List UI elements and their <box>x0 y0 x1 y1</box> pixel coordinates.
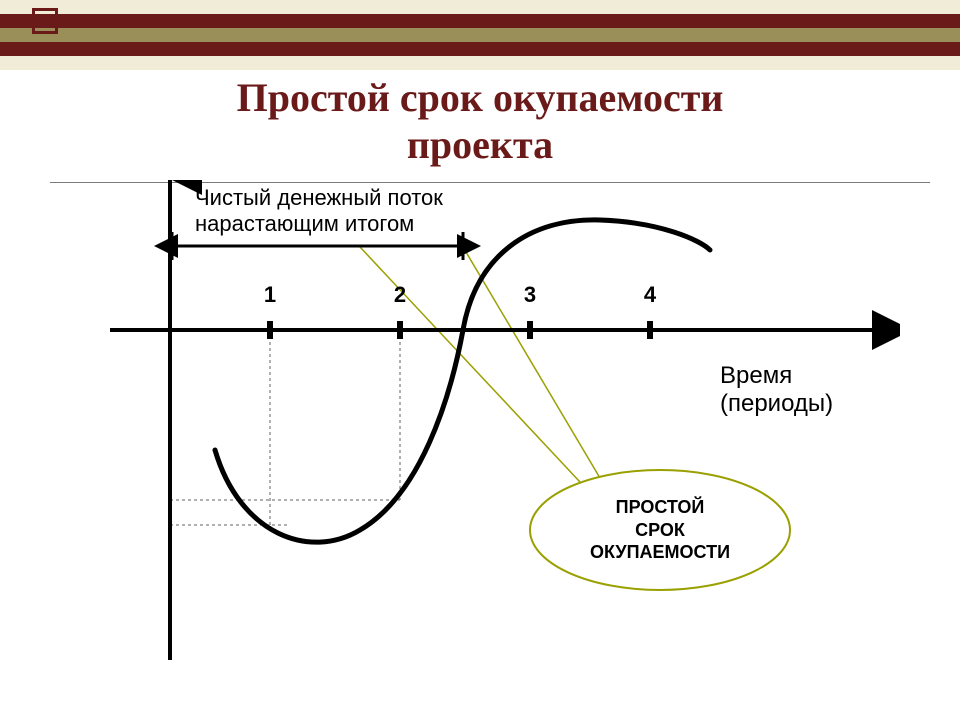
y-axis-label: Чистый денежный поток нарастающим итогом <box>195 185 443 237</box>
y-axis-label-line-1: Чистый денежный поток <box>195 185 443 211</box>
chart-svg <box>60 180 900 680</box>
corner-square <box>32 8 58 34</box>
x-axis-label-line-1: Время <box>720 362 833 390</box>
tick-label-2: 2 <box>390 282 410 308</box>
callout-payback-label: ПРОСТОЙ СРОК ОКУПАЕМОСТИ <box>530 470 790 590</box>
x-axis-label: Время (периоды) <box>720 362 833 418</box>
deco-bar-2 <box>0 28 960 42</box>
y-axis-label-line-2: нарастающим итогом <box>195 211 443 237</box>
payback-chart: Чистый денежный поток нарастающим итогом… <box>60 180 900 680</box>
deco-bar-3 <box>0 42 960 56</box>
callout-line-2: СРОК <box>590 519 730 542</box>
deco-bar-0 <box>0 0 960 14</box>
tick-label-1: 1 <box>260 282 280 308</box>
title-line-1: Простой срок окупаемости <box>0 74 960 121</box>
x-axis-label-line-2: (периоды) <box>720 390 833 418</box>
title-line-2: проекта <box>0 121 960 168</box>
deco-bar-1 <box>0 14 960 28</box>
callout-line-1: ПРОСТОЙ <box>590 496 730 519</box>
tick-label-3: 3 <box>520 282 540 308</box>
slide-title: Простой срок окупаемости проекта <box>0 74 960 168</box>
decorative-header-bars <box>0 0 960 70</box>
callout-line-3: ОКУПАЕМОСТИ <box>590 541 730 564</box>
deco-bar-4 <box>0 56 960 70</box>
tick-label-4: 4 <box>640 282 660 308</box>
